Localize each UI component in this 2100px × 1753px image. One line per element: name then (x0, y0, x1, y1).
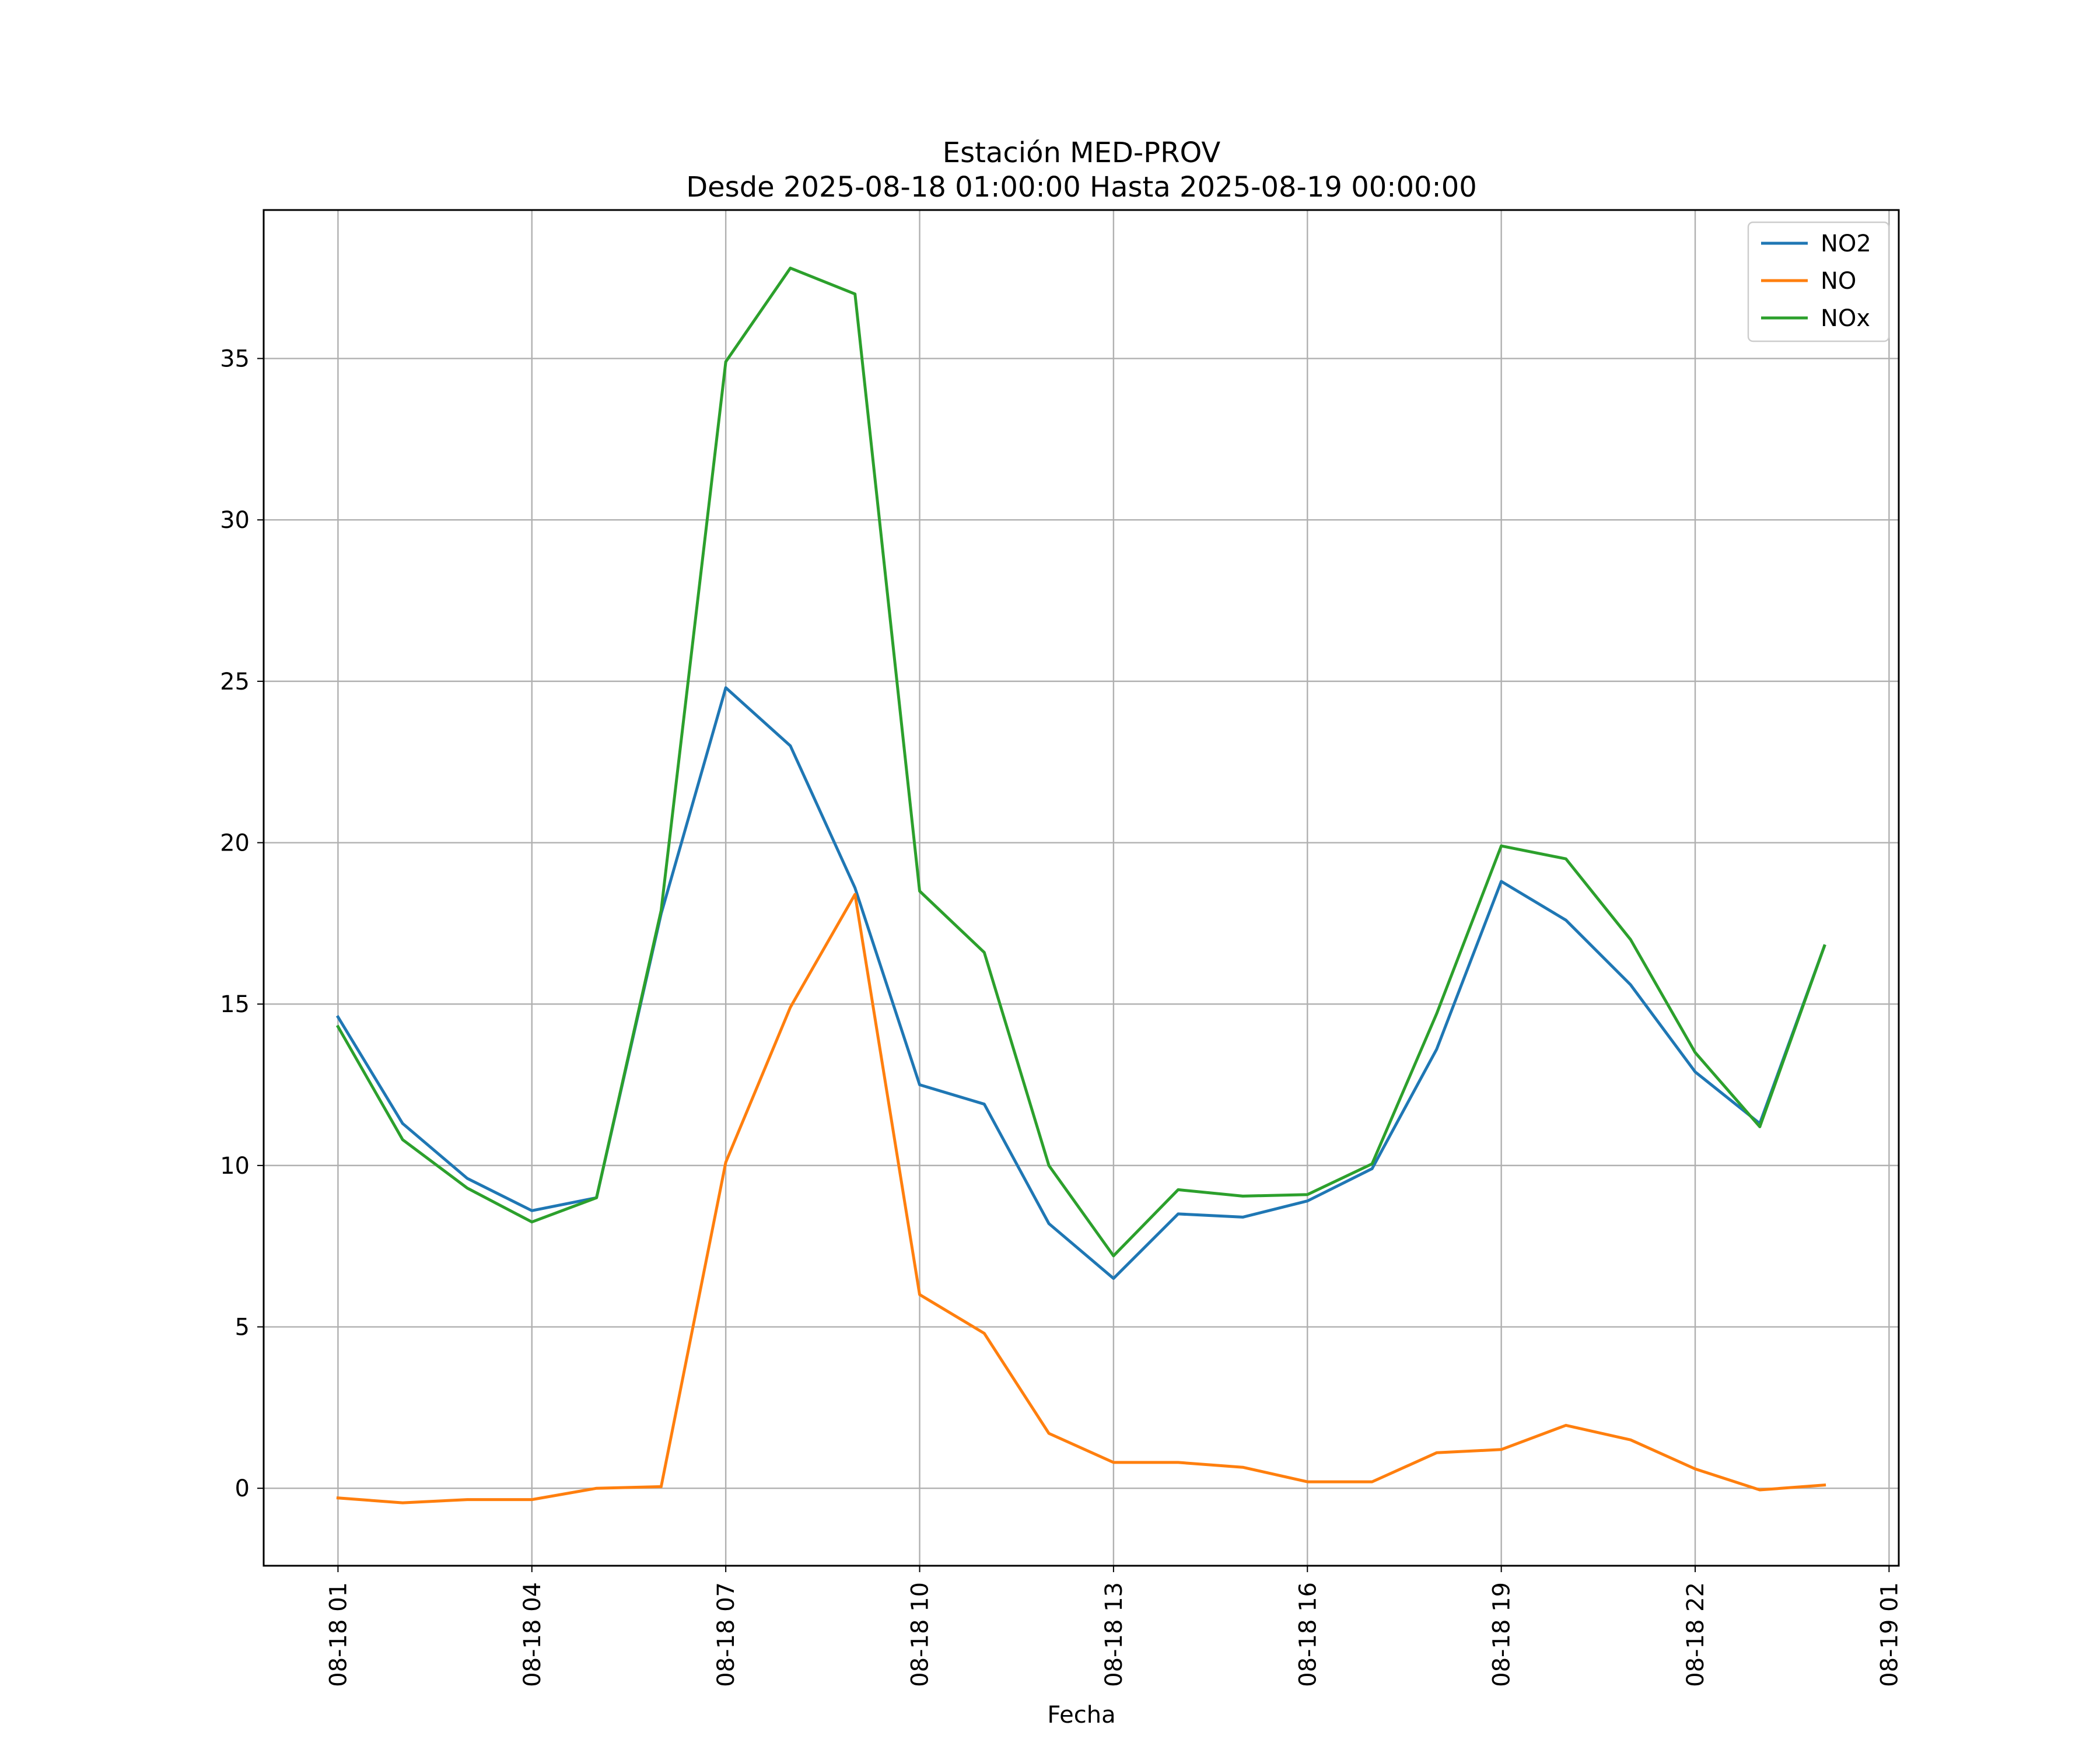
legend-label-no: NO (1821, 268, 1856, 295)
x-tick-label: 08-18 07 (713, 1582, 740, 1687)
grid-layer (264, 210, 1899, 1566)
y-tick-label: 0 (235, 1475, 250, 1502)
x-axis-label: Fecha (1047, 1702, 1115, 1728)
legend-box (1747, 221, 1890, 342)
series-line-no2 (335, 686, 1826, 1280)
x-tick-label: 08-18 22 (1682, 1582, 1709, 1687)
x-tick-label: 08-18 10 (907, 1582, 934, 1687)
y-tick-label: 10 (220, 1153, 250, 1180)
legend: NO2 NO NOx (1747, 221, 1890, 342)
x-tick-label: 08-18 04 (519, 1582, 546, 1687)
chart-subtitle: Desde 2025-08-18 01:00:00 Hasta 2025-08-… (686, 171, 1477, 204)
series-layer (335, 267, 1826, 1504)
y-tick-label: 35 (220, 346, 250, 373)
ticks-layer: 0 5 10 15 20 25 30 35 08-18 01 08-18 04 08-18 07 08… (220, 346, 1903, 1687)
y-tick-label: 5 (235, 1314, 250, 1341)
x-tick-label: 08-18 19 (1489, 1582, 1516, 1687)
x-tick-label: 08-19 01 (1876, 1582, 1903, 1687)
x-tick-label: 08-18 13 (1101, 1582, 1128, 1687)
y-tick-label: 15 (220, 991, 250, 1018)
chart-title: Estación MED-PROV (943, 137, 1221, 169)
y-tick-label: 30 (220, 507, 250, 534)
series-line-nox (335, 267, 1826, 1258)
legend-label-no2: NO2 (1821, 230, 1871, 257)
plot-frame (262, 209, 1900, 1567)
series-line-no (336, 893, 1826, 1504)
x-tick-label: 08-18 16 (1294, 1582, 1321, 1687)
legend-label-nox: NOx (1821, 305, 1870, 332)
x-tick-label: 08-18 01 (325, 1582, 352, 1687)
y-tick-label: 25 (220, 669, 250, 695)
y-tick-label: 20 (220, 830, 250, 857)
